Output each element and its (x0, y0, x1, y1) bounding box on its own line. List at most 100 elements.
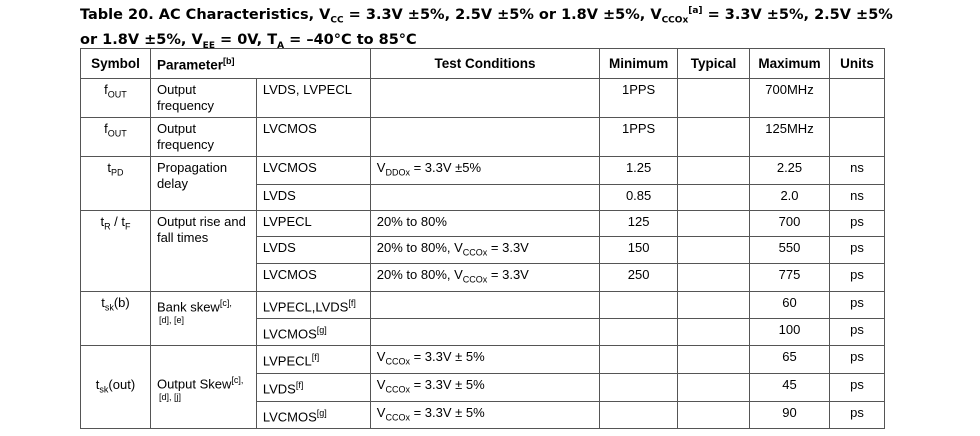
data-row: tsk(out) Output Skew[c], [d], [j] LVPECL[f]… (80, 345, 886, 430)
min-cell: 1.25 (599, 156, 679, 185)
typ-cell (677, 117, 751, 157)
text-part: [b] (223, 56, 235, 67)
text-part: EE (202, 40, 215, 51)
type-cell: LVPECL (255, 209, 371, 237)
min-cell: 250 (599, 263, 679, 292)
text-part: 20% to 80% (376, 213, 447, 229)
units-cell: ps (828, 373, 886, 402)
text-part: Table 20. AC Characteristics, V (80, 6, 331, 23)
typ-cell (677, 183, 751, 211)
data-row: tPD Propagation delay LVCMOS VDDOx = 3.3V ±… (80, 156, 886, 211)
data-row: LVDS 20% to 80%, VCCOx = 3.3V 150 550 ps (81, 235, 886, 265)
ac-table: Symbol Parameter[b] Test Conditions Minimum… (80, 48, 886, 430)
max-cell: 2.25 (749, 156, 830, 185)
conditions-cell (369, 78, 601, 118)
conditions-cell (369, 183, 601, 211)
typ-cell (677, 78, 751, 118)
text-part: V (376, 349, 386, 365)
typ-cell (677, 209, 751, 237)
parameter-cell: Output frequency (149, 117, 257, 157)
typ-cell (677, 373, 751, 402)
text-part: Output frequency (156, 82, 215, 113)
text-part: t (95, 377, 100, 393)
typ-cell (677, 400, 751, 430)
text-part: [f] (311, 352, 320, 363)
text-part: Maximum (758, 55, 821, 71)
type-cell: LVDS (255, 235, 371, 265)
text-part: (out) (108, 377, 136, 393)
text-part: [g] (316, 325, 327, 336)
text-part: Output frequency (156, 121, 215, 152)
conditions-cell (369, 117, 601, 157)
text-part: Output Skew (156, 376, 232, 392)
header-row: Symbol Parameter[b] Test Conditions Minimum… (80, 48, 886, 79)
text-part: R (104, 221, 111, 232)
text-part: = 3.3V (487, 267, 529, 283)
text-part: = 3.3V ± 5% (409, 404, 485, 420)
text-part: Parameter (156, 57, 223, 73)
text-part: CCOx (462, 247, 488, 258)
type-cell: LVDS, LVPECL (255, 78, 371, 118)
text-part: Units (840, 55, 874, 71)
text-part: DDOx (385, 167, 410, 178)
typ-cell (677, 290, 751, 320)
text-part: LVCMOS (262, 408, 317, 424)
type-cell: LVCMOS (255, 156, 371, 185)
data-row: fOUT Output frequency LVDS, LVPECL 1PPS 700M… (80, 78, 886, 118)
typ-cell (677, 318, 751, 347)
min-cell: 1PPS (599, 78, 679, 118)
text-part: CC (330, 15, 344, 26)
parameter-cell: Output rise and fall times (149, 209, 257, 292)
text-part: t (100, 213, 105, 229)
max-cell: 100 (749, 318, 830, 347)
type-cell: LVCMOS (255, 263, 371, 292)
text-part: A (277, 40, 285, 51)
min-cell: 0.85 (599, 183, 679, 211)
text-part: V (376, 377, 386, 393)
units-cell: ns (828, 156, 886, 185)
conditions-cell: VCCOx = 3.3V ± 5% (369, 345, 601, 375)
symbol-cell: tR / tF (80, 209, 151, 292)
footnote-ref: [d], [j] (158, 392, 181, 403)
symbol-cell: tsk(out) (80, 345, 151, 430)
conditions-cell: 20% to 80%, VCCOx = 3.3V (369, 235, 601, 265)
text-part: OUT (107, 128, 127, 139)
text-part: / t (110, 213, 126, 229)
type-cell: LVDS[f] (255, 373, 371, 402)
header-cell: Minimum (599, 48, 679, 79)
symbol-cell: fOUT (80, 117, 151, 157)
type-cell: LVCMOS (255, 117, 371, 157)
min-cell (599, 373, 679, 402)
text-part: LVDS (262, 187, 296, 203)
header-cell: Typical (677, 48, 751, 79)
text-part: LVDS (262, 381, 296, 397)
max-cell: 700 (749, 209, 830, 237)
header-cell: Units (828, 48, 886, 79)
text-part: (b) (113, 294, 130, 310)
text-part: t (107, 160, 112, 175)
text-part: CCOx (661, 15, 689, 26)
header-cell: Symbol (80, 48, 151, 79)
units-cell (828, 117, 886, 157)
typ-cell (677, 235, 751, 265)
text-part: [g] (316, 407, 327, 418)
max-cell: 90 (749, 400, 830, 430)
text-part: LVCMOS (262, 160, 317, 175)
text-part: = 3.3V ±5%, 2.5V ±5% or 1.8V ±5%, V (343, 6, 662, 23)
text-part: LVDS, LVPECL (262, 82, 352, 97)
units-cell: ps (828, 345, 886, 375)
conditions-cell: 20% to 80% (369, 209, 601, 237)
conditions-cell: VDDOx = 3.3V ±5% (369, 156, 601, 185)
text-part: LVCMOS (262, 267, 317, 283)
text-part: sk (99, 384, 109, 395)
text-part: Propagation delay (156, 160, 228, 191)
conditions-cell (369, 290, 601, 320)
text-part: Symbol (91, 55, 140, 71)
data-row: tsk(b) Bank skew[c], [d], [e] LVPECL,LVDS[f… (80, 290, 886, 347)
min-cell: 150 (599, 235, 679, 265)
text-part: [c], (219, 297, 232, 308)
min-cell: 1PPS (599, 117, 679, 157)
text-part: LVCMOS (262, 326, 317, 342)
type-cell: LVDS (255, 183, 371, 211)
